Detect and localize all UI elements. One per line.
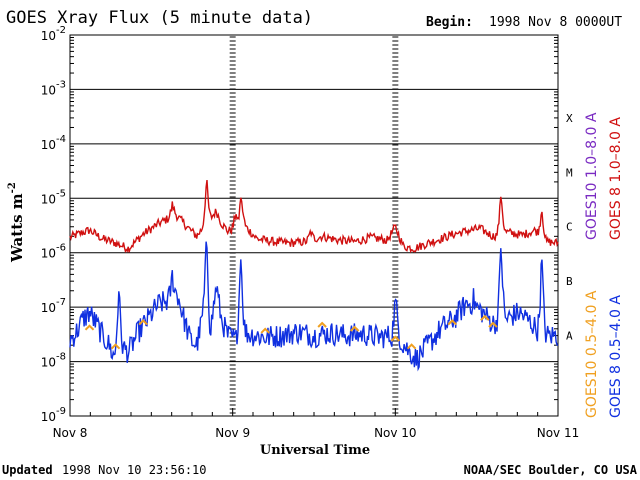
- y-axis-label: Watts m-2: [7, 182, 26, 263]
- legend-entry: GOES 8 0.5–4.0 A: [608, 295, 624, 418]
- updated-value: 1998 Nov 10 23:56:10: [62, 463, 207, 477]
- y-axis-label-sup: -2: [7, 182, 18, 193]
- series-mark: [260, 327, 270, 334]
- series-line: [69, 180, 559, 254]
- series-mark: [480, 314, 490, 321]
- y-tick-label: 10-7: [41, 297, 66, 315]
- legend-entry: GOES 8 1.0–8.0 A: [608, 117, 624, 240]
- flare-class-label: C: [566, 221, 573, 234]
- chart-title: GOES Xray Flux (5 minute data): [6, 8, 313, 28]
- begin-value: 1998 Nov 8 0000UT: [489, 15, 622, 30]
- x-tick-label: Nov 9: [215, 426, 250, 440]
- y-tick-label: 10-8: [41, 352, 66, 370]
- y-tick-label: 10-3: [41, 79, 66, 97]
- series-mark: [447, 319, 457, 326]
- legend-entry: GOES10 0.5–4.0 A: [584, 290, 600, 418]
- legend-entry: GOES10 1.0–8.0 A: [584, 112, 600, 240]
- x-tick-label: Nov 11: [537, 426, 580, 440]
- y-tick-label: 10-5: [41, 188, 66, 206]
- gridlines: [70, 36, 558, 401]
- y-axis-label-text: Watts m: [8, 193, 26, 263]
- series-mark: [84, 324, 95, 331]
- series-mark: [488, 321, 498, 328]
- flare-class-label: M: [566, 166, 573, 179]
- series-mark: [110, 343, 121, 350]
- y-tick-label: 10-2: [41, 25, 66, 43]
- begin-label: Begin:: [426, 15, 473, 30]
- series-mark: [406, 343, 417, 350]
- y-tick-labels: 10-2 10-3 10-4 10-5 10-6 10-7 10-8 10-9: [41, 25, 66, 424]
- x-tick-label: Nov 8: [53, 426, 88, 440]
- series-mark: [349, 325, 360, 332]
- series-line: [69, 241, 559, 372]
- credit-text: NOAA/SEC Boulder, CO USA: [464, 463, 638, 477]
- x-tick-labels: Nov 8 Nov 9 Nov 10 Nov 11: [53, 426, 580, 440]
- y-tick-label: 10-4: [41, 134, 66, 152]
- series-lines: [69, 180, 559, 372]
- y-tick-label: 10-6: [41, 243, 66, 261]
- series-mark: [390, 335, 401, 342]
- flare-class-label: X: [566, 112, 573, 125]
- x-axis-label: Universal Time: [260, 443, 370, 458]
- updated-label: Updated: [2, 463, 53, 477]
- plot-area: [69, 34, 559, 417]
- legend: GOES10 1.0–8.0 A GOES 8 1.0–8.0 A GOES10 0…: [584, 112, 624, 418]
- flare-class-labels: X M C B A: [566, 112, 573, 343]
- flare-class-label: B: [566, 275, 573, 288]
- flare-class-label: A: [566, 330, 573, 343]
- series-mark: [138, 319, 148, 326]
- day-separator-ticks: [69, 36, 559, 416]
- series-mark: [317, 321, 327, 328]
- y-tick-label: 10-9: [41, 406, 66, 424]
- x-tick-label: Nov 10: [374, 426, 417, 440]
